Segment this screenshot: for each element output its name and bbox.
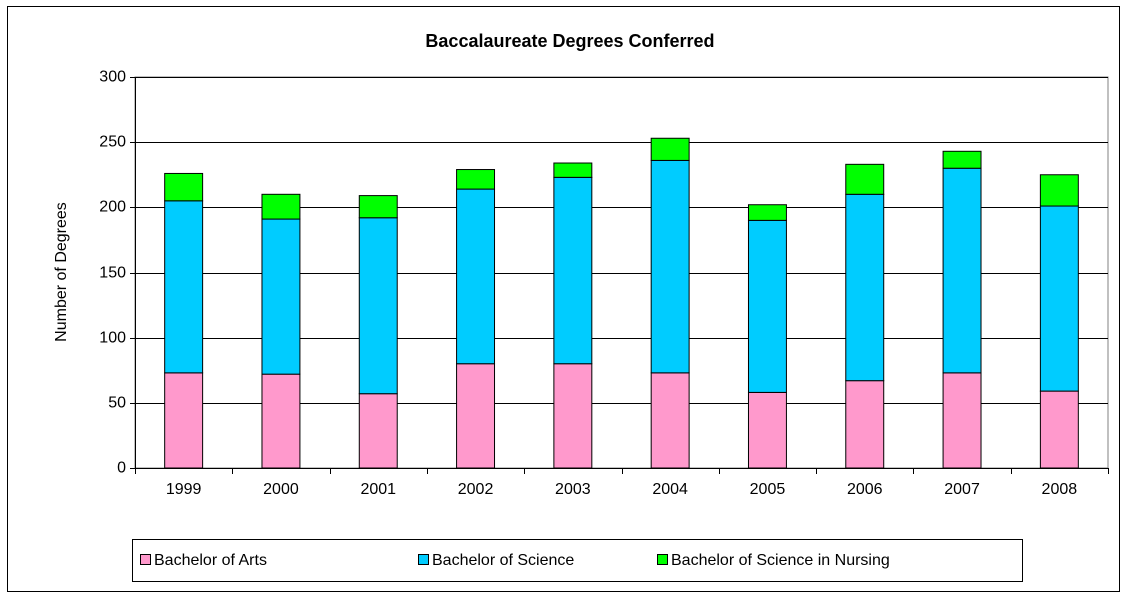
x-tick-label: 2000 (263, 481, 299, 498)
bar-segment (747, 219, 787, 393)
bar-segment (650, 159, 690, 374)
y-tick-label: 0 (117, 460, 126, 477)
bar-segment (747, 204, 787, 221)
y-tick-label: 300 (99, 69, 126, 86)
bar-segment (261, 373, 301, 469)
legend-label: Bachelor of Arts (154, 552, 267, 569)
bar-segment (358, 217, 398, 395)
x-tick-label: 2005 (750, 481, 786, 498)
bar-segment (747, 391, 787, 469)
legend-label: Bachelor of Science in Nursing (671, 552, 890, 569)
bar-segment (553, 363, 593, 469)
bar-segment (553, 176, 593, 365)
legend-swatch (657, 554, 668, 565)
bar-segment (358, 195, 398, 219)
y-tick-label: 200 (99, 199, 126, 216)
y-tick-label: 100 (99, 330, 126, 347)
bar-segment (1039, 174, 1079, 207)
bar-segment (456, 363, 496, 469)
legend-swatch (418, 554, 429, 565)
bar-segment (164, 172, 204, 202)
legend-swatch (140, 554, 151, 565)
x-tick-label: 2003 (555, 481, 591, 498)
bar-segment (456, 188, 496, 365)
bar-segment (358, 393, 398, 469)
bar-segment (845, 193, 885, 382)
bar-segment (845, 163, 885, 195)
y-tick-label: 50 (108, 395, 126, 412)
x-tick-label: 2002 (458, 481, 494, 498)
x-tick-label: 2008 (1042, 481, 1078, 498)
bar-segment (1039, 205, 1079, 392)
bar-segment (942, 167, 982, 374)
legend-label: Bachelor of Science (432, 552, 574, 569)
bar-segment (456, 169, 496, 190)
x-tick-label: 2001 (360, 481, 396, 498)
x-tick-label: 1999 (166, 481, 202, 498)
bar-segment (942, 150, 982, 169)
bar-segment (845, 380, 885, 469)
y-tick-label: 250 (99, 134, 126, 151)
x-tick-label: 2006 (847, 481, 883, 498)
bar-segment (650, 372, 690, 469)
bar-segment (261, 193, 301, 220)
bar-segment (1039, 390, 1079, 469)
bar-segment (650, 137, 690, 161)
chart-title: Baccalaureate Degrees Conferred (425, 31, 714, 51)
x-tick-label: 2004 (652, 481, 688, 498)
bar-segment (164, 200, 204, 374)
y-axis-label: Number of Degrees (53, 202, 70, 342)
bar-segment (261, 218, 301, 375)
bar-segment (553, 162, 593, 178)
y-tick-label: 150 (99, 265, 126, 282)
x-tick-label: 2007 (944, 481, 980, 498)
bar-segment (164, 372, 204, 469)
legend-box (132, 539, 1023, 582)
bar-segment (942, 372, 982, 469)
